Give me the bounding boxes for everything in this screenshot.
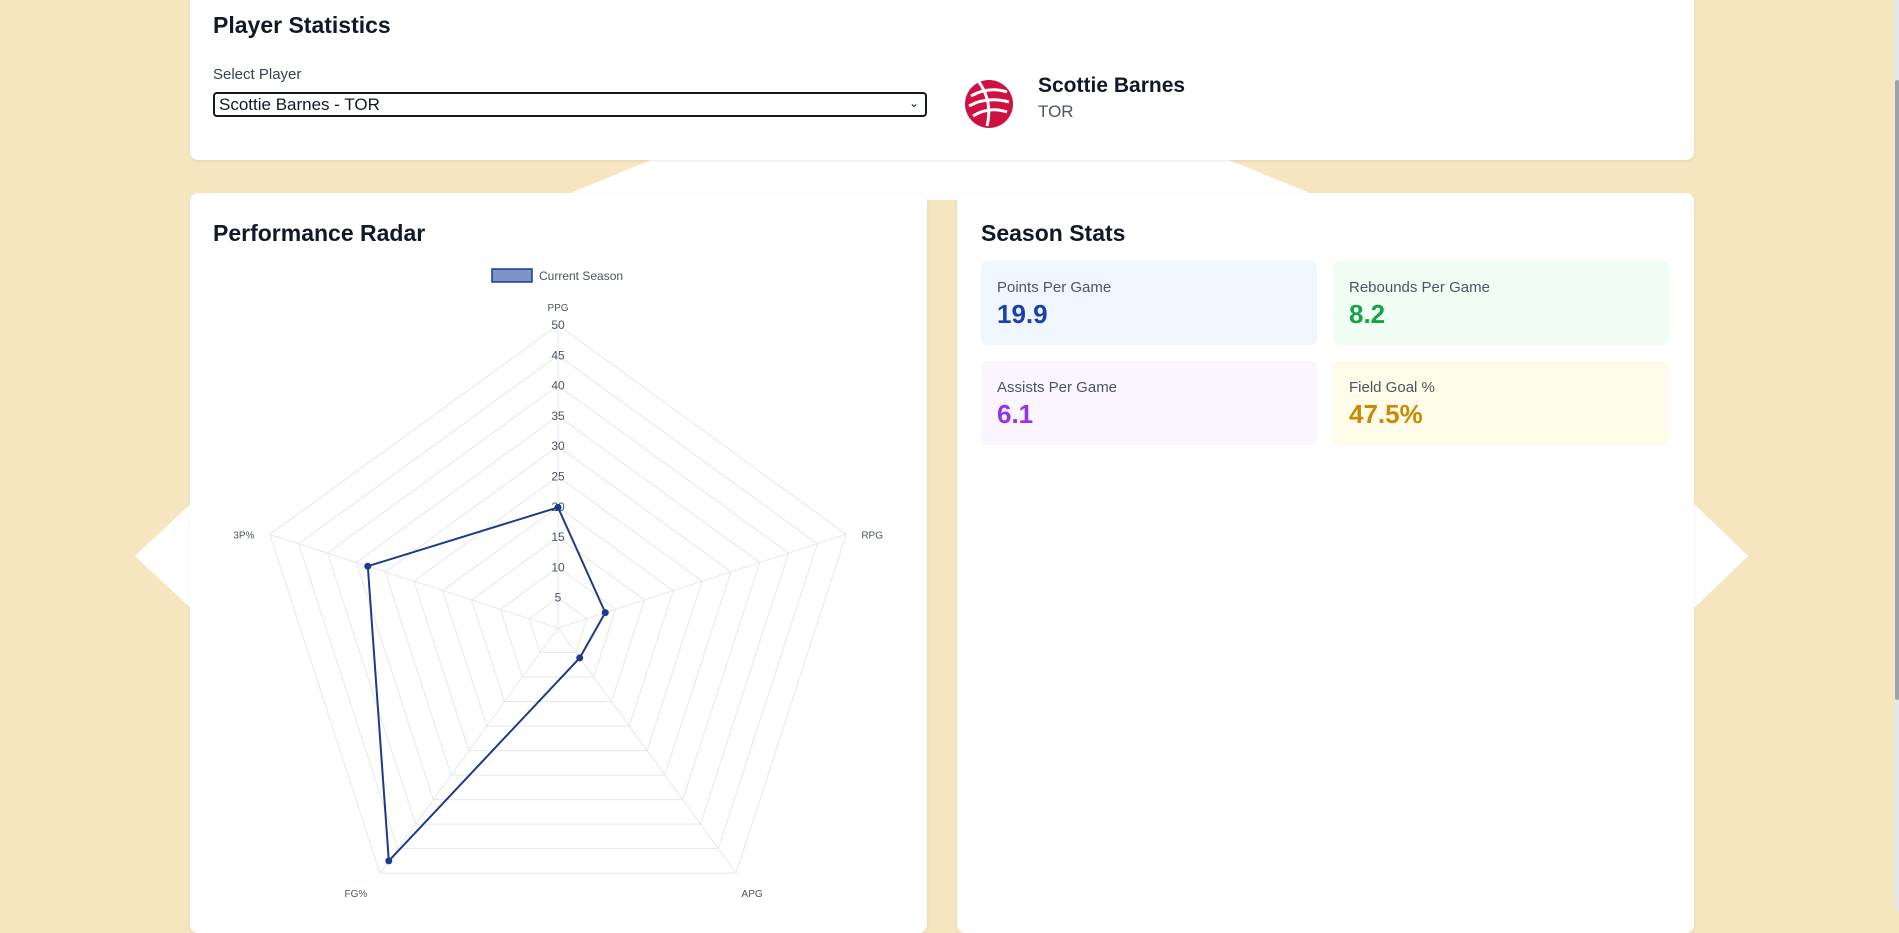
legend-swatch: [491, 268, 533, 283]
radar-spoke: [557, 627, 737, 874]
radar-spoke: [557, 533, 847, 629]
player-select-value: Scottie Barnes - TOR: [219, 94, 380, 114]
radar-series-line: [366, 506, 607, 864]
radar-grid-ring: [355, 415, 761, 801]
radar-spoke: [269, 533, 559, 629]
radar-axis-label: 3P%: [233, 530, 254, 541]
legend-label: Current Season: [539, 269, 623, 283]
stat-value: 8.2: [1349, 299, 1386, 329]
player-select[interactable]: Scottie Barnes - TOR ⌄: [213, 92, 927, 117]
stat-value: 6.1: [997, 399, 1034, 429]
radar-grid-ring: [413, 475, 703, 752]
chevron-down-icon: ⌄: [908, 96, 919, 110]
stat-tile-rebounds: Rebounds Per Game 8.2: [1333, 261, 1669, 345]
radar-tick-label: 5: [555, 591, 562, 605]
radar-tick-label: 25: [551, 470, 565, 484]
radar-grid-ring: [499, 566, 617, 678]
radar-data-point: [385, 857, 393, 865]
raptors-logo-icon: [965, 80, 1013, 128]
scrollbar[interactable]: [1895, 0, 1899, 911]
radar-data-point: [364, 562, 372, 570]
stat-tile-points: Points Per Game 19.9: [981, 261, 1317, 345]
player-header-card: Player Statistics Select Player Scottie …: [190, 0, 1694, 160]
radar-grid-ring: [528, 597, 588, 654]
player-name: Scottie Barnes: [1038, 74, 1186, 97]
radar-grid-ring: [470, 536, 646, 703]
radar-tick-label: 35: [551, 409, 565, 423]
radar-axis-label: PPG: [547, 303, 568, 314]
background-arrow-left: [135, 500, 195, 612]
radar-chart: 5101520253035404550PPGRPGAPGFG%3P%Curren…: [233, 268, 883, 900]
season-stats-card: Season Stats Points Per Game 19.9 Reboun…: [957, 193, 1694, 933]
stat-tile-assists: Assists Per Game 6.1: [981, 361, 1317, 445]
stat-label: Rebounds Per Game: [1349, 279, 1490, 296]
radar-axis-label: FG%: [345, 889, 368, 900]
performance-radar-card: Performance Radar 5101520253035404550PPG…: [190, 193, 927, 933]
stat-tile-field-goal: Field Goal % 47.5%: [1333, 361, 1669, 445]
radar-tick-label: 40: [551, 379, 565, 393]
radar-grid-ring: [298, 354, 818, 850]
scrollbar-thumb[interactable]: [1895, 80, 1899, 700]
radar-grid-ring: [269, 324, 847, 874]
radar-tick-label: 45: [551, 348, 565, 362]
radar-data-point: [554, 503, 562, 511]
radar-data-point: [601, 609, 609, 617]
player-team: TOR: [1038, 102, 1074, 121]
stat-label: Field Goal %: [1349, 379, 1435, 396]
stat-value: 19.9: [997, 299, 1048, 329]
stats-title: Season Stats: [981, 220, 1126, 246]
radar-title: Performance Radar: [213, 220, 426, 246]
radar-spoke: [379, 627, 559, 874]
stat-label: Points Per Game: [997, 279, 1112, 296]
radar-tick-label: 15: [551, 530, 565, 544]
select-player-label: Select Player: [213, 66, 302, 83]
radar-grid-ring: [326, 384, 790, 825]
radar-tick-label: 30: [551, 439, 565, 453]
radar-grid-ring: [384, 445, 732, 776]
radar-tick-label: 10: [551, 560, 565, 574]
radar-tick-label: 50: [551, 318, 565, 332]
page-title: Player Statistics: [213, 12, 391, 38]
radar-grid-ring: [442, 506, 674, 727]
radar-axis-label: RPG: [861, 530, 883, 541]
background-arrow-right: [1690, 500, 1748, 612]
radar-data-point: [576, 654, 584, 662]
stat-value: 47.5%: [1349, 399, 1423, 429]
radar-axis-label: APG: [742, 889, 763, 900]
stat-label: Assists Per Game: [997, 379, 1118, 396]
